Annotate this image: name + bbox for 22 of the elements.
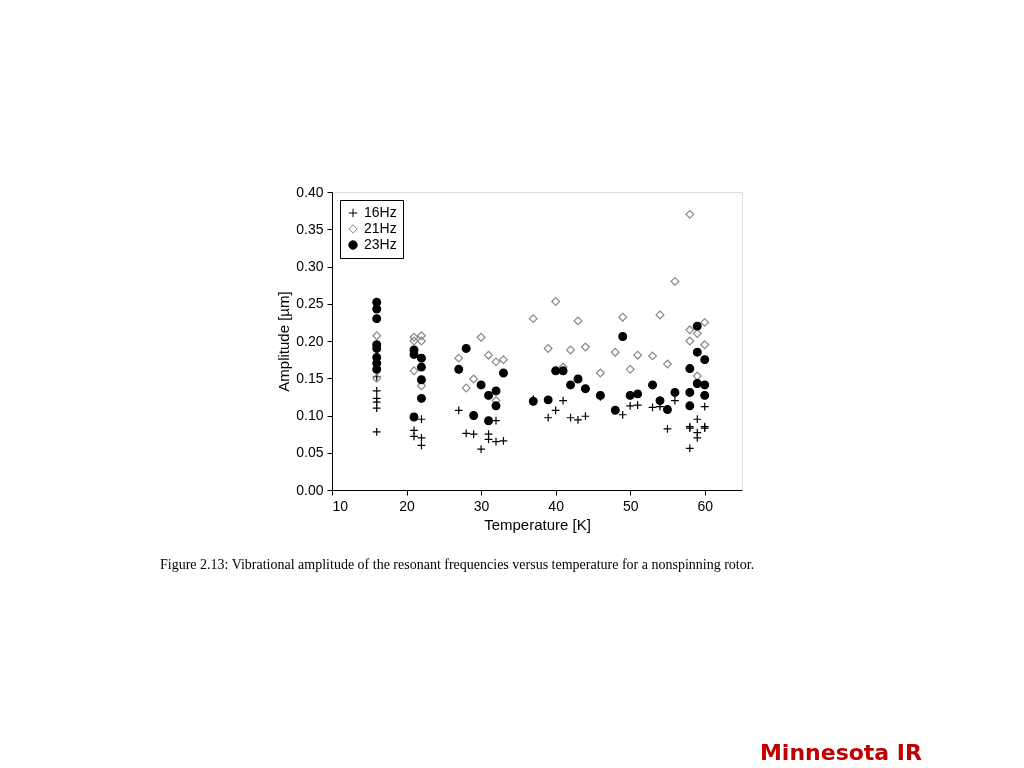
y-tick-label: 0.30 xyxy=(296,258,324,274)
legend-label: 21Hz xyxy=(364,220,397,236)
legend-label: 16Hz xyxy=(364,204,397,220)
x-tick-label: 20 xyxy=(399,497,416,514)
x-tick-label: 40 xyxy=(548,497,565,514)
x-axis-title: Temperature [K] xyxy=(484,515,591,533)
y-tick-label: 0.15 xyxy=(296,369,324,386)
x-tick-label: 30 xyxy=(473,497,490,514)
x-tick-label: 60 xyxy=(697,497,714,514)
text: Minnesota IR xyxy=(759,740,923,765)
y-tick-label: 0.40 xyxy=(296,183,324,200)
caption: Figure 2.13: Vibrational amplitude of the resonant frequencies versus temperature for a nonspinning rotor. xyxy=(160,557,755,572)
y-axis-title: Amplitude [µm] xyxy=(275,291,293,392)
y-tick-label: 0.05 xyxy=(296,444,324,461)
y-tick-label: 0.10 xyxy=(296,407,324,423)
x-tick-label: 10 xyxy=(332,497,349,514)
x-tick-label: 50 xyxy=(622,497,639,514)
legend-label: 23Hz xyxy=(364,236,397,252)
y-tick-label: 0.35 xyxy=(296,220,324,237)
y-tick-label: 0.25 xyxy=(296,295,324,312)
y-tick-label: 0.20 xyxy=(296,332,324,349)
y-tick-label: 0.00 xyxy=(296,481,324,498)
